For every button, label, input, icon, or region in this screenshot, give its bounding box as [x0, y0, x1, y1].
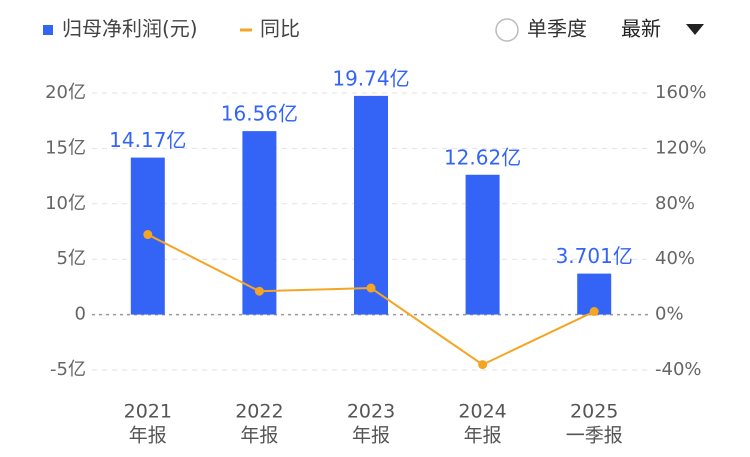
x-tick-label: 年报 — [464, 425, 502, 447]
bar — [242, 131, 277, 315]
bar — [465, 174, 500, 315]
y2-tick-label: 160% — [655, 82, 706, 103]
value-label: 12.62亿 — [444, 145, 521, 169]
value-label: 14.17亿 — [109, 128, 186, 152]
y2-tick-label: 80% — [655, 193, 695, 214]
dropdown-arrow[interactable] — [686, 24, 704, 35]
radio-button[interactable] — [495, 18, 519, 42]
period-option[interactable]: 单季度 — [527, 17, 587, 41]
x-tick-label: 年报 — [129, 425, 167, 447]
bar — [354, 95, 388, 315]
y-tick-label: 15亿 — [45, 137, 86, 158]
y-tick-label: -5亿 — [50, 359, 86, 380]
x-tick-label: 年报 — [240, 425, 278, 447]
x-tick-label: 2021 — [124, 401, 172, 423]
y-tick-label: 0 — [75, 304, 86, 325]
y2-tick-label: 120% — [655, 137, 706, 158]
legend-swatch — [43, 25, 53, 35]
line-point — [478, 360, 488, 370]
value-label: 19.74亿 — [332, 66, 409, 90]
value-label: 16.56亿 — [221, 102, 298, 126]
x-tick-label: 2023 — [347, 401, 395, 423]
x-tick-label: 年报 — [352, 425, 390, 447]
y2-tick-label: -40% — [655, 359, 702, 380]
line-point — [254, 286, 264, 296]
line-point — [366, 283, 376, 293]
sort-option[interactable]: 最新 — [621, 17, 661, 41]
x-tick-label: 2024 — [458, 401, 506, 423]
y2-tick-label: 40% — [655, 248, 695, 269]
x-tick-label: 2025 — [570, 401, 618, 423]
y-tick-label: 20亿 — [45, 82, 86, 103]
x-tick-label: 一季报 — [566, 425, 623, 447]
legend-label: 归母净利润(元) — [62, 17, 198, 41]
line-point — [143, 230, 153, 240]
y2-tick-label: 0% — [655, 304, 684, 325]
value-label: 3.701亿 — [556, 244, 633, 268]
legend-label: 同比 — [260, 17, 300, 41]
line-point — [589, 307, 599, 317]
x-tick-label: 2022 — [235, 401, 283, 423]
y-tick-label: 5亿 — [57, 248, 86, 269]
y-tick-label: 10亿 — [45, 193, 86, 214]
